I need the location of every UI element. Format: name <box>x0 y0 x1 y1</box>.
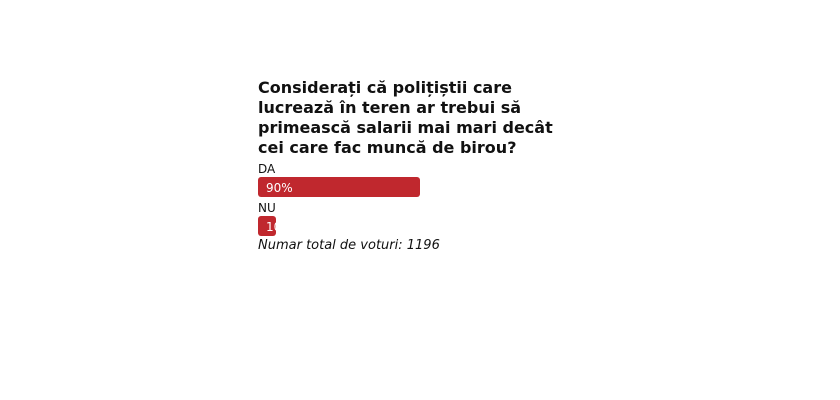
option-label: DA <box>258 162 276 176</box>
result-bar: 90% <box>258 177 420 197</box>
poll-option-da: DA 90% <box>258 162 558 197</box>
result-bar-track: 90% <box>258 177 438 197</box>
result-percent: 90% <box>266 181 293 195</box>
poll-question: Considerați că polițiștii care lucrează … <box>258 78 553 157</box>
total-votes: Numar total de voturi: 1196 <box>258 238 440 253</box>
result-bar-track: 10% <box>258 216 438 236</box>
poll-option-nu: NU 10% <box>258 201 558 236</box>
result-bar: 10% <box>258 216 276 236</box>
poll-widget: Considerați că polițiștii care lucrează … <box>258 78 558 254</box>
option-label: NU <box>258 201 276 215</box>
result-percent: 10% <box>266 220 276 234</box>
